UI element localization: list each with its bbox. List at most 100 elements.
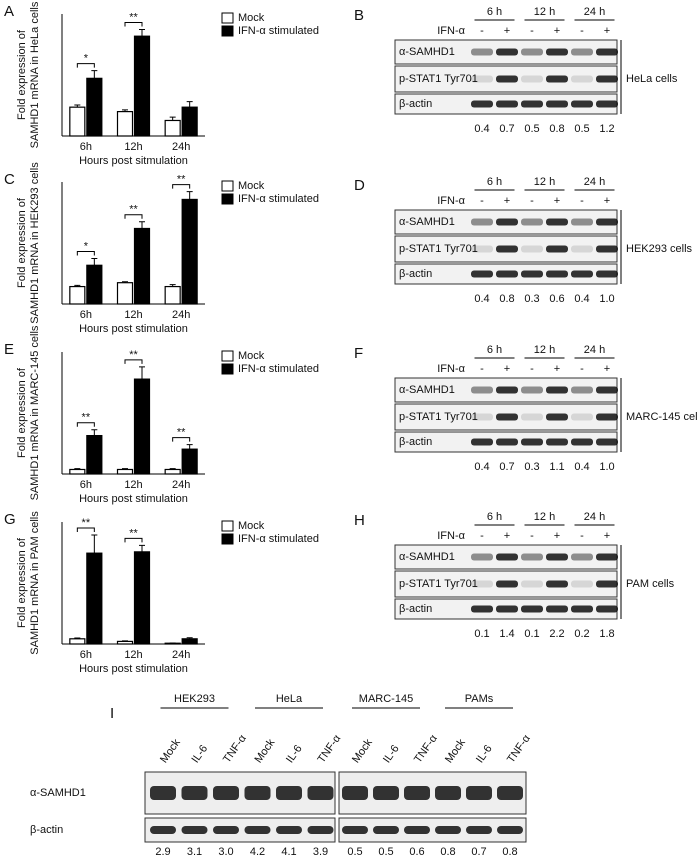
quantification: 0.4: [474, 461, 489, 473]
blot-band: [546, 413, 568, 421]
lane-label: IL-6: [474, 743, 495, 765]
legend-label: IFN-α stimulated: [238, 533, 319, 545]
blot-band: [471, 48, 493, 56]
lane-sign: +: [504, 25, 510, 37]
quantification: 2.2: [549, 628, 564, 640]
row-label: p-STAT1 Tyr701: [399, 243, 478, 255]
bar: [164, 468, 181, 475]
lane-sign: +: [554, 195, 560, 207]
legend-swatch: [221, 350, 234, 362]
lane-sign: +: [554, 363, 560, 375]
quantification: 0.5: [574, 123, 589, 135]
row-label: α-SAMHD1: [399, 216, 455, 228]
timepoint-label: 6 h: [487, 344, 502, 356]
significance-bracket: [172, 437, 191, 442]
blot-band: [244, 826, 271, 834]
quantification: 0.8: [440, 846, 455, 858]
x-tick-label: 12h: [124, 309, 142, 321]
blot-band: [596, 218, 618, 226]
blot-band: [496, 580, 518, 588]
blot-band: [213, 826, 239, 834]
legend-label: IFN-α stimulated: [238, 25, 319, 37]
row-label-box: [396, 95, 468, 113]
blot-band: [571, 553, 593, 561]
blot-band: [596, 386, 618, 394]
row-label: α-SAMHD1: [399, 384, 455, 396]
panel-letter: G: [4, 511, 16, 528]
cell-line-label: HeLa cells: [626, 73, 678, 85]
error-bar: [186, 191, 193, 200]
lane-sign: +: [604, 363, 610, 375]
blot-band: [546, 218, 568, 226]
blot-band: [435, 786, 461, 800]
lane-sign: -: [580, 25, 584, 37]
blot-band: [471, 270, 493, 278]
blot-band: [571, 48, 593, 56]
bar: [164, 119, 181, 137]
blot-band: [496, 75, 518, 83]
row-label: p-STAT1 Tyr701: [399, 578, 478, 590]
blot-band: [435, 826, 461, 834]
blot-band: [571, 100, 593, 108]
blot-band: [496, 270, 518, 278]
blot-band: [521, 270, 543, 278]
blot-band: [546, 100, 568, 108]
quantification: 1.0: [599, 293, 614, 305]
blot-band: [497, 826, 523, 834]
x-axis-title: Hours post sitmulation: [79, 155, 188, 167]
blot-band: [571, 413, 593, 421]
blot-band: [521, 48, 543, 56]
blot-band: [546, 270, 568, 278]
significance-label: **: [129, 11, 138, 23]
panel-letter: I: [110, 705, 114, 722]
row-label-box: [396, 41, 468, 63]
blot-band: [596, 100, 618, 108]
cell-line-label: PAM cells: [626, 578, 675, 590]
blot-band: [404, 826, 430, 834]
blot-band: [521, 605, 543, 613]
quantification: 0.4: [474, 123, 489, 135]
blot-band: [571, 580, 593, 588]
blot-band: [596, 270, 618, 278]
quantification: 4.1: [281, 846, 296, 858]
quantification: 1.8: [599, 628, 614, 640]
x-tick-label: 12h: [124, 141, 142, 153]
blot-band: [546, 386, 568, 394]
blot-band: [496, 386, 518, 394]
blot-frame: [144, 817, 336, 843]
row-label: β-actin: [399, 603, 432, 615]
error-bar: [122, 281, 128, 283]
quantification: 0.4: [574, 461, 589, 473]
panel-letter: B: [354, 7, 364, 24]
blot-band: [471, 218, 493, 226]
error-bar: [122, 640, 128, 642]
quantification: 0.4: [474, 293, 489, 305]
bar: [69, 106, 86, 137]
error-bar: [74, 104, 81, 108]
row-label-box: [396, 572, 468, 596]
quantification: 0.4: [574, 293, 589, 305]
blot-band: [496, 413, 518, 421]
quantification: 0.1: [524, 628, 539, 640]
quantification: 0.7: [471, 846, 486, 858]
blot-band: [496, 100, 518, 108]
quantification: 4.2: [250, 846, 265, 858]
quantification: 0.6: [409, 846, 424, 858]
lane-sign: +: [504, 530, 510, 542]
legend-swatch: [221, 25, 234, 37]
quantification: 0.7: [499, 461, 514, 473]
panel-letter: H: [354, 512, 365, 529]
significance-label: *: [84, 52, 89, 64]
bar: [133, 551, 151, 645]
blot-band: [596, 75, 618, 83]
group-label: HEK293: [174, 693, 215, 705]
bar: [69, 285, 86, 305]
blot-band: [496, 605, 518, 613]
blot-band: [496, 438, 518, 446]
bar: [86, 264, 103, 305]
group-label: HeLa: [276, 693, 303, 705]
blot-band: [546, 553, 568, 561]
significance-bracket: [76, 422, 95, 427]
lane-sign: +: [554, 530, 560, 542]
